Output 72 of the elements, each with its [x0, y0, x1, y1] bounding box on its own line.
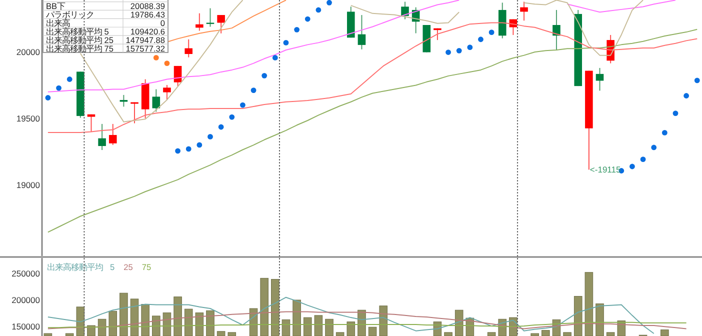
candlestick — [520, 1, 528, 22]
candlestick — [206, 8, 214, 28]
annotation: パラボリック — [45, 9, 94, 20]
candlestick — [98, 123, 106, 151]
text: 75 — [142, 262, 152, 272]
y-tick-label: 150000 — [12, 322, 40, 332]
point — [164, 60, 170, 66]
point — [186, 146, 192, 152]
point — [175, 148, 180, 154]
point — [456, 48, 462, 54]
point — [283, 40, 289, 46]
text: 25 — [124, 262, 134, 272]
candlestick — [174, 65, 182, 87]
candlestick — [163, 84, 171, 101]
y-tick-label: 19500 — [16, 113, 40, 124]
annotation: 109420.6 — [130, 26, 166, 36]
point — [218, 124, 224, 130]
annotation: 出来高移動平均 5 — [46, 26, 110, 36]
y-tick-label: 20000 — [16, 47, 40, 57]
point — [694, 78, 700, 84]
point — [640, 156, 646, 162]
annotation: 20088.39 — [130, 1, 166, 11]
annotation: <-19115 — [590, 164, 622, 175]
point — [45, 95, 51, 100]
annotation: 19786.43 — [130, 9, 166, 20]
point — [229, 114, 235, 120]
annotation: 出来高 — [46, 18, 70, 28]
candlestick — [358, 14, 366, 50]
point — [294, 26, 300, 32]
point — [478, 36, 484, 42]
point — [66, 76, 72, 82]
y-tick-label: 19000 — [16, 180, 40, 190]
candlestick — [596, 67, 604, 92]
line-series — [166, 0, 286, 43]
point — [651, 144, 657, 150]
line-series — [47, 296, 654, 334]
point — [56, 85, 62, 91]
y-tick-label: 250000 — [12, 268, 40, 278]
candlestick — [552, 9, 560, 51]
point — [208, 134, 213, 140]
candlestick — [108, 123, 117, 146]
annotation: 0 — [160, 18, 166, 28]
point — [467, 44, 473, 50]
point — [446, 50, 451, 55]
y-tick-label: 200000 — [12, 295, 40, 306]
point — [272, 55, 278, 60]
line-series — [47, 311, 687, 330]
legend-title: 出来高移動平均 — [47, 262, 103, 272]
candlestick — [87, 114, 96, 132]
point — [262, 72, 268, 78]
point — [250, 88, 256, 93]
point — [153, 55, 159, 60]
point — [662, 130, 668, 136]
candlestick — [217, 14, 225, 34]
annotation: 157577.32 — [126, 43, 166, 54]
candlestick — [401, 1, 409, 20]
candlestick — [196, 12, 204, 32]
point — [196, 142, 202, 148]
point — [304, 16, 310, 22]
point — [326, 0, 332, 6]
candlestick — [152, 88, 160, 112]
text: 5 — [110, 262, 115, 272]
point — [684, 93, 690, 98]
line-series — [47, 28, 698, 233]
point — [316, 7, 322, 13]
candlestick — [184, 38, 192, 58]
annotation: 147947.88 — [126, 34, 166, 45]
annotation: BB下 — [46, 1, 66, 11]
point — [630, 164, 635, 170]
point — [240, 102, 246, 108]
point — [672, 110, 678, 116]
point — [488, 30, 494, 36]
